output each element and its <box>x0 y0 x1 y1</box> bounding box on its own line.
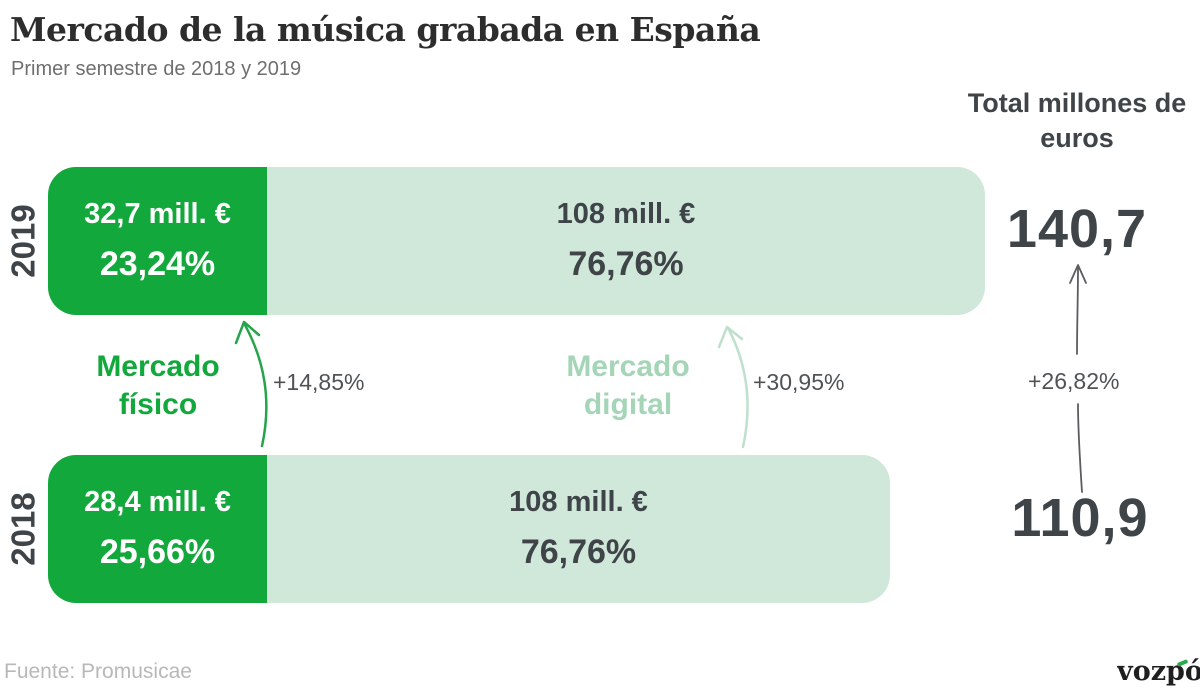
page-title: Mercado de la música grabada en España <box>10 10 761 49</box>
source-credit: Fuente: Promusicae <box>4 660 192 683</box>
legend-mercado-fisico: Mercado físico <box>96 350 220 421</box>
total-column-header: Total millones de euros <box>967 88 1187 154</box>
fisico-pct-2018: 25,66% <box>99 533 216 571</box>
change-digital: +30,95% <box>753 369 845 395</box>
page-subtitle: Primer semestre de 2018 y 2019 <box>11 58 302 80</box>
fisico-pct-2019: 23,24% <box>99 245 216 283</box>
fisico-value-2019: 32,7 mill. € <box>84 198 231 230</box>
year-label-2019: 2019 <box>2 167 46 315</box>
bar-row-2019: 32,7 mill. € 23,24% 108 mill. € 76,76% <box>48 167 985 315</box>
digital-pct-2019: 76,76% <box>568 245 684 283</box>
total-2018: 110,9 <box>1011 488 1149 548</box>
digital-value-2019: 108 mill. € <box>556 198 696 230</box>
year-label-2019-text: 2019 <box>5 204 43 278</box>
bar-row-2018: 28,4 mill. € 25,66% 108 mill. € 76,76% <box>48 455 890 603</box>
vozpopuli-logo: vozpópuli <box>1117 656 1200 692</box>
digital-value-2018: 108 mill. € <box>509 486 648 518</box>
year-label-2018: 2018 <box>2 455 46 603</box>
change-fisico: +14,85% <box>273 369 365 395</box>
change-total: +26,82% <box>1028 368 1120 394</box>
total-2019: 140,7 <box>1006 199 1148 259</box>
legend-mercado-digital: Mercado digital <box>566 350 690 421</box>
arrow-digital-growth-icon <box>717 325 749 449</box>
segment-fisico-2018: 28,4 mill. € 25,66% <box>48 455 267 603</box>
segment-fisico-2019: 32,7 mill. € 23,24% <box>48 167 267 315</box>
fisico-value-2018: 28,4 mill. € <box>84 486 231 518</box>
segment-digital-2018: 108 mill. € 76,76% <box>267 455 890 603</box>
year-label-2018-text: 2018 <box>5 492 43 566</box>
digital-pct-2018: 76,76% <box>520 533 637 571</box>
segment-digital-2019: 108 mill. € 76,76% <box>267 167 985 315</box>
